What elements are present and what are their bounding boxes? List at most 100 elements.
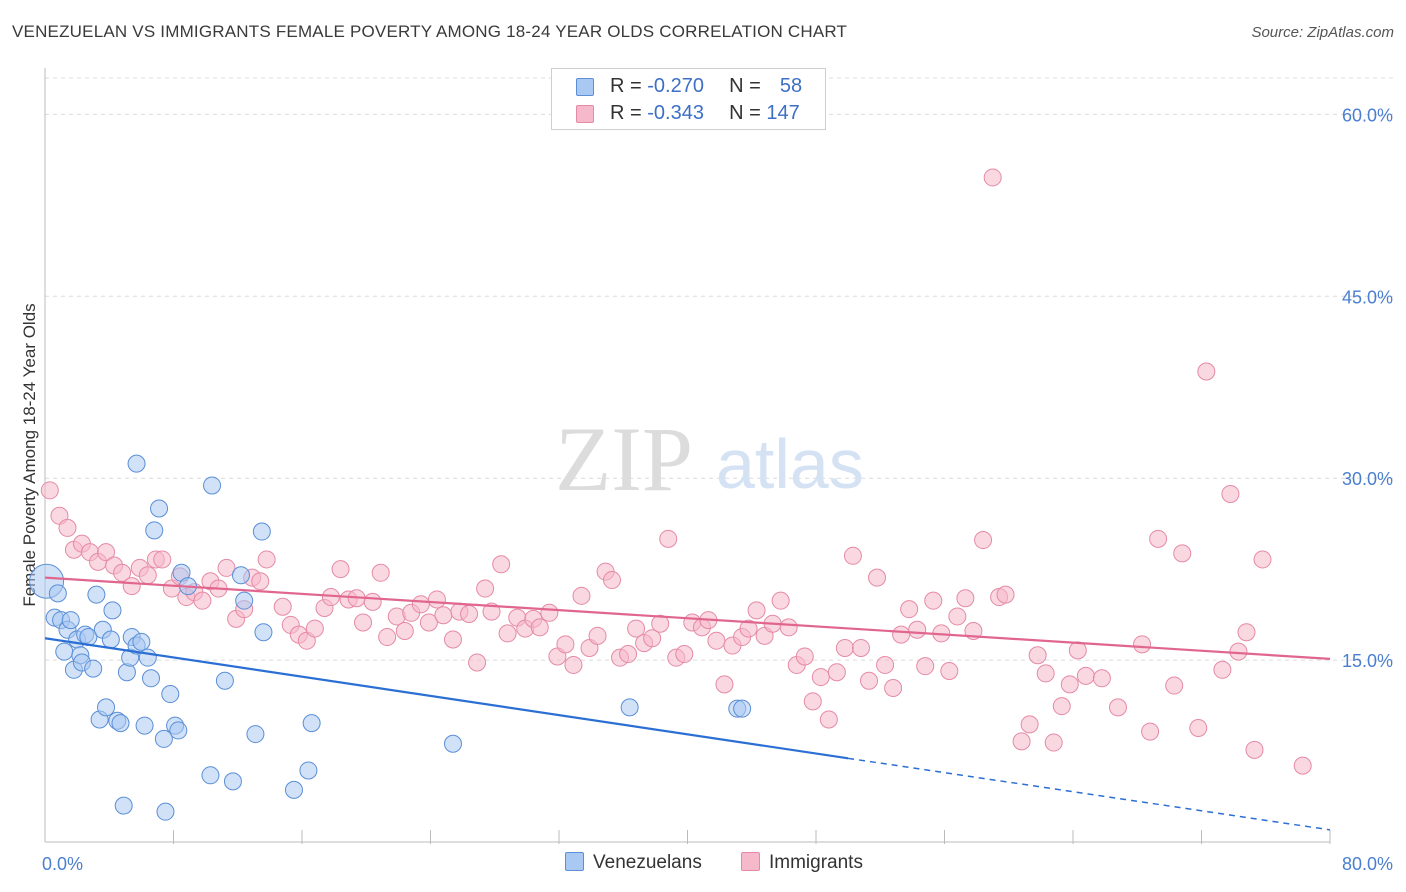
y-tick-label: 45.0% bbox=[1342, 287, 1393, 307]
immigrants-point bbox=[851, 638, 870, 657]
immigrants-point bbox=[715, 675, 734, 694]
immigrants-point bbox=[58, 518, 77, 537]
immigrants-point bbox=[113, 563, 132, 582]
immigrants-point bbox=[1133, 635, 1152, 654]
immigrants-point bbox=[1060, 675, 1079, 694]
venezuelans-point bbox=[161, 685, 180, 704]
immigrants-point bbox=[1221, 484, 1240, 503]
immigrants-point bbox=[331, 560, 350, 579]
immigrants-point bbox=[572, 586, 591, 605]
immigrants-point bbox=[193, 591, 212, 610]
venezuelans-point bbox=[246, 725, 265, 744]
immigrants-point bbox=[257, 550, 276, 569]
venezuelans-point bbox=[103, 601, 122, 620]
immigrants-point bbox=[476, 579, 495, 598]
venezuelans-point bbox=[252, 522, 271, 541]
venezuelans-n-value: 58 bbox=[779, 75, 803, 97]
immigrants-point bbox=[1197, 362, 1216, 381]
immigrants-point bbox=[1149, 529, 1168, 548]
immigrants-point bbox=[1108, 698, 1127, 717]
watermark-zip: ZIP bbox=[555, 408, 693, 510]
immigrants-point bbox=[1092, 669, 1111, 688]
immigrants-point bbox=[1293, 756, 1312, 775]
y-tick-label: 30.0% bbox=[1342, 469, 1393, 489]
immigrants-point bbox=[1253, 550, 1272, 569]
immigrants-point bbox=[1052, 697, 1071, 716]
bottom-venezuelans-swatch bbox=[565, 852, 584, 871]
immigrants-n-label: N = bbox=[729, 102, 761, 124]
source-credit: Source: ZipAtlas.com bbox=[1251, 24, 1394, 41]
immigrants-point bbox=[273, 597, 292, 616]
x-tick-label: 0.0% bbox=[42, 854, 83, 874]
immigrants-point bbox=[411, 595, 430, 614]
venezuelans-swatch bbox=[576, 78, 594, 96]
immigrants-point bbox=[1245, 740, 1264, 759]
immigrants-point bbox=[983, 168, 1002, 187]
immigrants-point bbox=[1076, 666, 1095, 685]
venezuelans-point bbox=[127, 454, 146, 473]
immigrants-point bbox=[924, 591, 943, 610]
immigrants-point bbox=[588, 626, 607, 645]
immigrants-point bbox=[900, 600, 919, 619]
venezuelans-point bbox=[169, 721, 188, 740]
immigrants-point bbox=[482, 602, 501, 621]
immigrants-point bbox=[892, 625, 911, 644]
immigrants-point bbox=[675, 645, 694, 664]
venezuelans-point bbox=[620, 698, 639, 717]
immigrants-point bbox=[427, 590, 446, 609]
immigrants-point bbox=[884, 678, 903, 697]
venezuelans-point bbox=[443, 734, 462, 753]
venezuelans-point bbox=[142, 669, 161, 688]
legend-immigrants-stats: R = -0.343 N = 147 bbox=[610, 102, 800, 125]
immigrants-point bbox=[835, 638, 854, 657]
immigrants-point bbox=[138, 566, 157, 585]
immigrants-point bbox=[795, 647, 814, 666]
immigrants-point bbox=[707, 631, 726, 650]
venezuelans-point bbox=[132, 632, 151, 651]
immigrants-point bbox=[1141, 722, 1160, 741]
venezuelans-point bbox=[135, 716, 154, 735]
venezuelans-point bbox=[284, 780, 303, 799]
immigrants-point bbox=[443, 630, 462, 649]
immigrants-point bbox=[540, 603, 559, 622]
immigrants-point bbox=[996, 585, 1015, 604]
immigrants-point bbox=[1068, 641, 1087, 660]
immigrants-point bbox=[468, 653, 487, 672]
bottom-immigrants-swatch bbox=[741, 852, 760, 871]
immigrants-point bbox=[908, 620, 927, 639]
venezuelans-point bbox=[254, 623, 273, 642]
immigrants-point bbox=[860, 671, 879, 690]
venezuelans-point bbox=[156, 802, 175, 821]
immigrants-point bbox=[876, 655, 895, 674]
venezuelans-point bbox=[101, 630, 120, 649]
immigrants-point bbox=[651, 614, 670, 633]
immigrants-point bbox=[153, 550, 172, 569]
immigrants-n-value: 147 bbox=[766, 102, 800, 124]
venezuelans-point bbox=[61, 611, 80, 630]
immigrants-point bbox=[619, 645, 638, 664]
watermark-atlas: atlas bbox=[716, 425, 864, 503]
venezuelans-point bbox=[55, 642, 74, 661]
immigrants-point bbox=[868, 568, 887, 587]
immigrants-point bbox=[460, 605, 479, 624]
venezuelans-n-label: N = bbox=[729, 75, 761, 97]
immigrants-point bbox=[948, 607, 967, 626]
immigrants-point bbox=[643, 629, 662, 648]
immigrants-trend-line bbox=[44, 576, 1331, 660]
immigrants-point bbox=[1020, 715, 1039, 734]
venezuelans-point bbox=[150, 499, 169, 518]
immigrants-point bbox=[1229, 642, 1248, 661]
y-tick-label: 60.0% bbox=[1342, 105, 1393, 125]
venezuelans-r-value: -0.270 bbox=[647, 75, 704, 97]
venezuelans-point bbox=[201, 766, 220, 785]
venezuelans-point bbox=[302, 714, 321, 733]
immigrants-point bbox=[378, 628, 397, 647]
immigrants-point bbox=[564, 655, 583, 674]
immigrants-point bbox=[603, 571, 622, 590]
legend-venezuelans-stats: R = -0.270 N = 58 bbox=[610, 75, 802, 98]
venezuelans-point bbox=[117, 663, 136, 682]
immigrants-point bbox=[1213, 660, 1232, 679]
venezuelans-point bbox=[84, 659, 103, 678]
immigrants-point bbox=[974, 531, 993, 550]
venezuelans-r-label: R = bbox=[610, 75, 642, 97]
